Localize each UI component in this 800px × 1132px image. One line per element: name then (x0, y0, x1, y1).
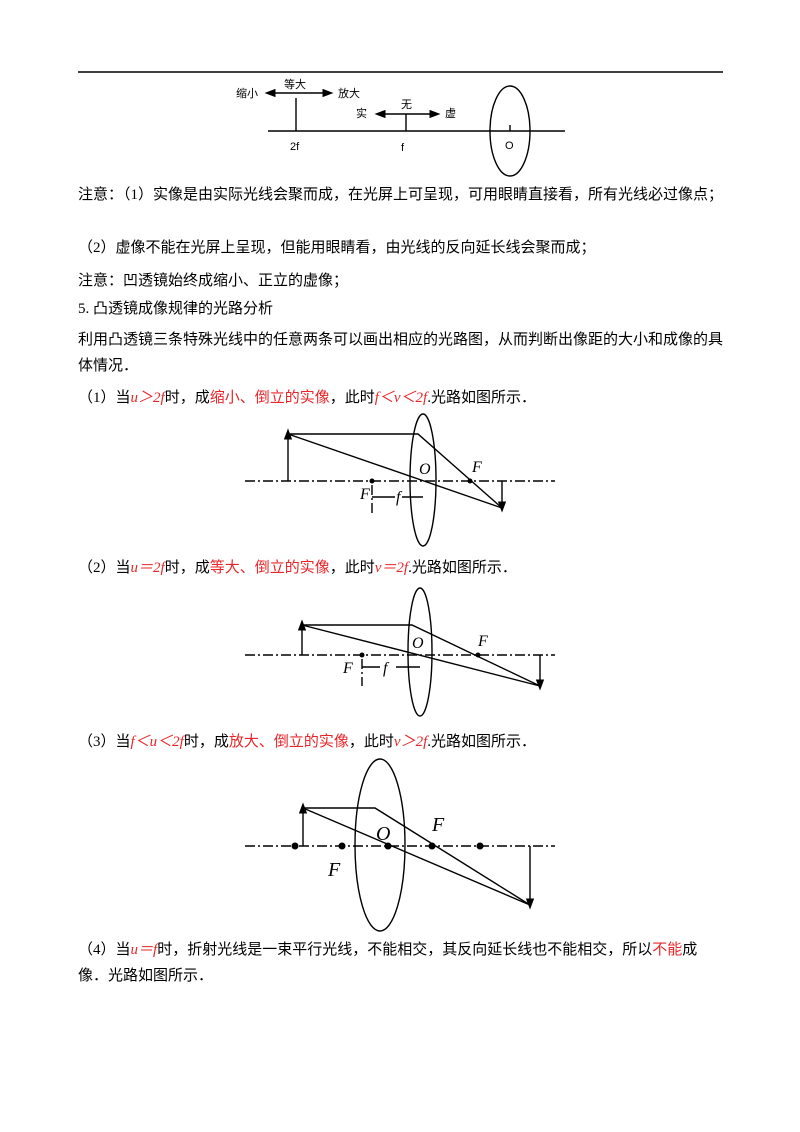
label: F (431, 814, 445, 836)
label: F (359, 486, 370, 503)
paragraph: （2）虚像不能在光屏上呈现，但能用眼睛看，由光线的反向延长线会聚而成； (78, 235, 724, 261)
text-run: f＜u＜2f (130, 734, 184, 750)
text-run: 利用凸透镜三条特殊光线中的任意两条可以画出相应的光路图，从而判断出像距的大小和成… (78, 332, 724, 374)
label: f (401, 142, 405, 154)
label: f (383, 660, 390, 677)
label: 虚 (445, 107, 456, 120)
text-run: 时，成 (183, 734, 229, 750)
text-run: （2）虚像不能在光屏上呈现，但能用眼睛看，由光线的反向延长线会聚而成； (78, 240, 596, 256)
text-run: 成像．光路如图所示． (78, 942, 698, 984)
label: F (327, 859, 341, 881)
text-run: 注意：（1）实像是由实际光线会聚而成，在光屏上可呈现，可用眼睛直接看，所有光线必… (78, 187, 724, 203)
text-run: 5. 凸透镜成像规律的光路分析 (78, 301, 274, 317)
paragraph: 注意：凹透镜始终成缩小、正立的虚像； (78, 268, 724, 294)
paragraph: 利用凸透镜三条特殊光线中的任意两条可以画出相应的光路图，从而判断出像距的大小和成… (78, 327, 724, 379)
label: O (376, 823, 390, 845)
diagram-top: 等大 缩小 放大 实 无 虚 2f f O (236, 77, 565, 177)
label: 放大 (338, 86, 360, 100)
text-run: v＝2f (374, 560, 409, 576)
text-run: .光路如图所示． (408, 560, 517, 576)
text-run: 不能 (652, 942, 683, 958)
label: O (412, 635, 424, 652)
paragraph: 5. 凸透镜成像规律的光路分析 (78, 296, 724, 322)
text-run: 注意：凹透镜始终成缩小、正立的虚像； (78, 273, 349, 289)
label: f (396, 489, 403, 506)
label: O (505, 140, 514, 152)
label: F (471, 459, 482, 476)
text-run: 放大、倒立的实像 (228, 734, 349, 750)
text-run: f＜v＜2f (374, 390, 428, 406)
text-run: ，此时 (329, 390, 375, 406)
diagram-3: O F F (245, 758, 555, 932)
paragraph: （1）当u＞2f时，成缩小、倒立的实像，此时f＜v＜2f.光路如图所示． (78, 385, 724, 411)
text-run: （1）当 (78, 390, 131, 406)
text-run: （4）当 (78, 942, 131, 958)
text-run: 时，成 (164, 560, 210, 576)
text-run: ，此时 (348, 734, 394, 750)
label: F (477, 633, 488, 650)
text-run: u＝2f (130, 560, 165, 576)
text-run: .光路如图所示． (427, 390, 536, 406)
paragraph: （4）当u＝f时，折射光线是一束平行光线，不能相交，其反向延长线也不能相交，所以… (78, 937, 724, 989)
diagram-1: O F F f (245, 413, 555, 547)
text-run: 等大、倒立的实像 (209, 560, 330, 576)
label: 2f (290, 141, 300, 153)
text-run: v＞2f (393, 734, 428, 750)
diagram-2: O F F f (245, 587, 555, 717)
text-run: ，此时 (329, 560, 375, 576)
label: O (419, 461, 431, 478)
text-run: 缩小、倒立的实像 (209, 390, 330, 406)
text-run: （3）当 (78, 734, 131, 750)
text-run: 时，折射光线是一束平行光线，不能相交，其反向延长线也不能相交，所以 (157, 942, 653, 958)
paragraph: 注意：（1）实像是由实际光线会聚而成，在光屏上可呈现，可用眼睛直接看，所有光线必… (78, 182, 724, 208)
text-run: （2）当 (78, 560, 131, 576)
label: 等大 (284, 77, 306, 91)
paragraph: （2）当u＝2f时，成等大、倒立的实像，此时v＝2f.光路如图所示． (78, 555, 724, 581)
text-run: .光路如图所示． (427, 734, 536, 750)
label: 缩小 (236, 87, 258, 100)
paragraph: （3）当f＜u＜2f时，成放大、倒立的实像，此时v＞2f.光路如图所示． (78, 729, 724, 755)
text-run: u＞2f (130, 390, 165, 406)
text-run: u＝f (130, 942, 158, 958)
label: F (342, 660, 353, 677)
label: 无 (401, 99, 412, 111)
text-run: 时，成 (164, 390, 210, 406)
label: 实 (356, 106, 367, 120)
